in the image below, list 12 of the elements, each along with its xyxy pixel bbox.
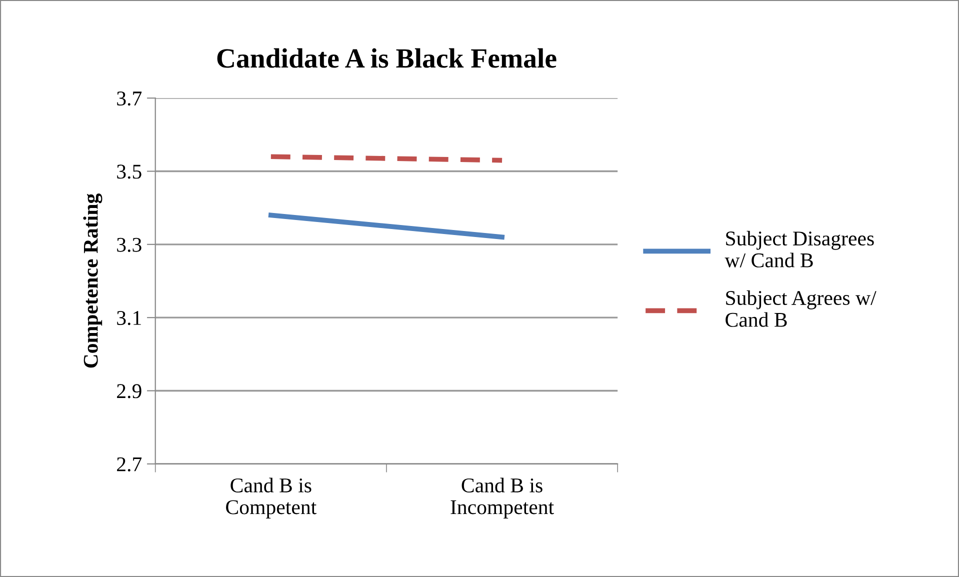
y-tick-label: 3.7 <box>117 92 142 106</box>
y-axis-title: Competence Rating <box>83 194 102 368</box>
y-tick-label: 2.9 <box>117 384 142 398</box>
y-tick-label: 2.7 <box>117 457 142 472</box>
y-tick-label: 3.5 <box>117 164 142 179</box>
y-tick-label: 3.1 <box>117 311 141 326</box>
chart-title: Candidate A is Black Female <box>217 48 556 68</box>
legend-label: Subject Disagrees w/ Cand B <box>724 230 874 268</box>
x-tick-label: Cand B is Competent <box>226 478 317 518</box>
legend-label: Subject Agrees w/ Cand B <box>726 290 876 327</box>
y-tick-label: 3.3 <box>117 238 142 252</box>
x-tick-label: Cand B is Incompetent <box>450 478 554 518</box>
